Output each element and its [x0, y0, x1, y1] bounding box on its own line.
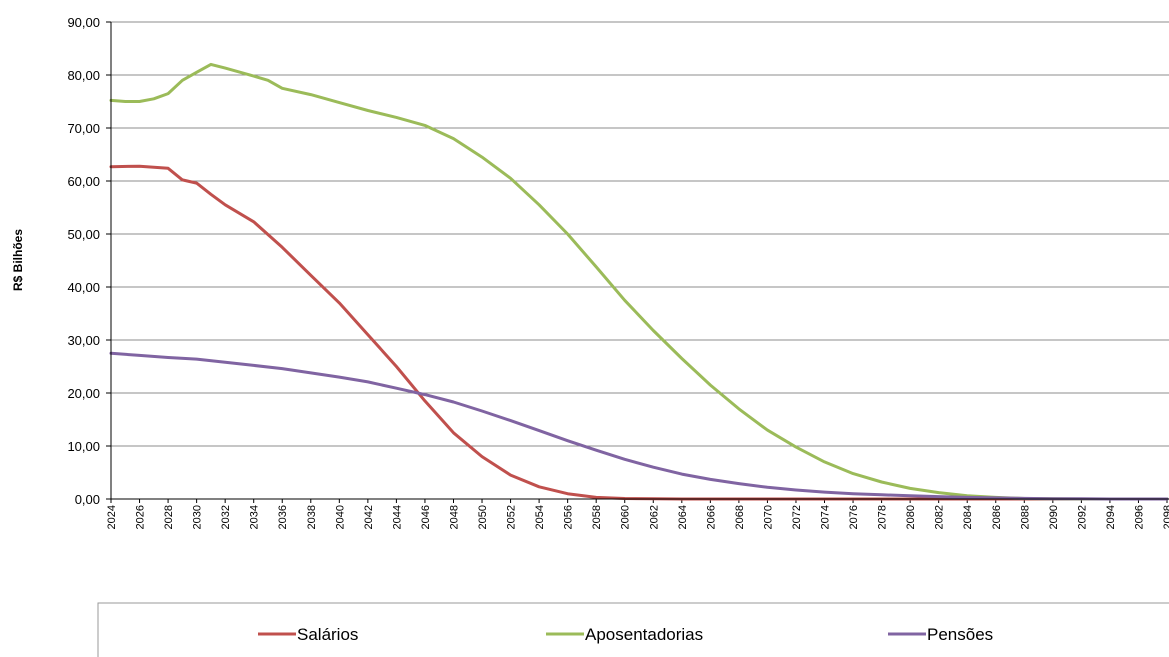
- x-tick-label: 2072: [791, 505, 803, 529]
- y-tick-label: 90,00: [67, 15, 100, 30]
- legend-box: [97, 602, 1169, 657]
- x-tick-label: 2024: [106, 505, 118, 529]
- series-line: [109, 62, 1169, 501]
- x-tick-label: 2030: [192, 505, 204, 529]
- series-lines: [109, 62, 1169, 501]
- x-tick-label: 2026: [135, 505, 147, 529]
- x-tick-label: 2092: [1076, 505, 1088, 529]
- x-tick-label: 2082: [934, 505, 946, 529]
- x-tick-label: 2090: [1048, 505, 1060, 529]
- x-tick-label: 2050: [477, 505, 489, 529]
- y-tick-label: 50,00: [67, 227, 100, 242]
- legend-label: Salários: [297, 625, 358, 644]
- series-line: [109, 164, 1169, 501]
- x-tick-label: 2038: [306, 505, 318, 529]
- y-axis-title: R$ Bilhões: [11, 229, 25, 291]
- x-tick-label: 2064: [677, 505, 689, 529]
- x-tick-label: 2054: [534, 505, 546, 529]
- legend-label: Aposentadorias: [585, 625, 703, 644]
- x-tick-label: 2044: [391, 505, 403, 529]
- x-tick-label: 2048: [448, 505, 460, 529]
- x-tick-label: 2040: [334, 505, 346, 529]
- y-tick-label: 0,00: [75, 492, 100, 507]
- y-tick-label: 40,00: [67, 280, 100, 295]
- x-tick-label: 2076: [848, 505, 860, 529]
- x-tick-label: 2096: [1133, 505, 1145, 529]
- y-tick-label: 60,00: [67, 174, 100, 189]
- x-tick-label: 2042: [363, 505, 375, 529]
- x-tick-label: 2062: [648, 505, 660, 529]
- x-tick-label: 2058: [591, 505, 603, 529]
- x-tick-label: 2086: [991, 505, 1003, 529]
- x-tick-label: 2036: [277, 505, 289, 529]
- y-tick-label: 20,00: [67, 386, 100, 401]
- x-tick-label: 2034: [249, 505, 261, 529]
- y-tick-label: 80,00: [67, 68, 100, 83]
- x-tick-label: 2068: [734, 505, 746, 529]
- x-axis-ticks: 2024 2026 2028 2030 2032 2034 2036 2038 2040 2042…: [106, 499, 1169, 529]
- x-tick-label: 2088: [1019, 505, 1031, 529]
- grid-lines: [111, 21, 1169, 447]
- x-tick-label: 2060: [620, 505, 632, 529]
- legend-label: Pensões: [927, 625, 993, 644]
- x-tick-label: 2028: [163, 505, 175, 529]
- x-tick-label: 2052: [506, 505, 518, 529]
- x-tick-label: 2078: [877, 505, 889, 529]
- x-tick-label: 2056: [563, 505, 575, 529]
- y-tick-label: 10,00: [67, 439, 100, 454]
- x-tick-label: 2098: [1162, 505, 1169, 529]
- y-axis-ticks: 0,00 10,00 20,00 30,00 40,00 50,00 60,00 70,00 8…: [67, 15, 111, 507]
- legend: Salários Aposentadorias Pensões: [258, 625, 993, 644]
- y-tick-label: 30,00: [67, 333, 100, 348]
- x-tick-label: 2032: [220, 505, 232, 529]
- series-line: [109, 351, 1169, 501]
- x-tick-label: 2066: [705, 505, 717, 529]
- x-tick-label: 2094: [1105, 505, 1117, 529]
- x-tick-label: 2074: [820, 505, 832, 529]
- x-tick-label: 2070: [762, 505, 774, 529]
- x-tick-label: 2084: [962, 505, 974, 529]
- x-tick-label: 2046: [420, 505, 432, 529]
- x-tick-label: 2080: [905, 505, 917, 529]
- y-tick-label: 70,00: [67, 121, 100, 136]
